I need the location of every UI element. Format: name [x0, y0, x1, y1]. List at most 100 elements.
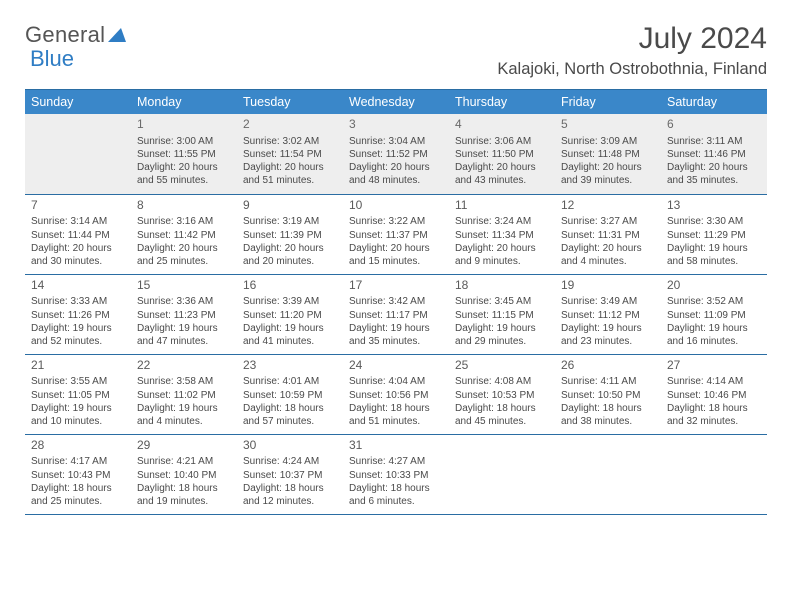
calendar-cell: 28Sunrise: 4:17 AMSunset: 10:43 PMDaylig…	[25, 434, 131, 514]
day-line: Daylight: 19 hours	[243, 322, 337, 335]
day-line: Sunrise: 3:14 AM	[31, 215, 125, 228]
day-line: Sunrise: 4:17 AM	[31, 455, 125, 468]
day-line: Daylight: 20 hours	[31, 242, 125, 255]
day-line: and 47 minutes.	[137, 335, 231, 348]
day-number: 24	[349, 358, 443, 374]
calendar-cell: 7Sunrise: 3:14 AMSunset: 11:44 PMDayligh…	[25, 194, 131, 274]
day-line: Daylight: 18 hours	[667, 402, 761, 415]
day-line: and 19 minutes.	[137, 495, 231, 508]
day-line: Sunrise: 3:58 AM	[137, 375, 231, 388]
day-line: Sunset: 11:44 PM	[31, 229, 125, 242]
day-line: Sunset: 11:50 PM	[455, 148, 549, 161]
day-detail: Sunrise: 3:19 AMSunset: 11:39 PMDaylight…	[243, 215, 337, 268]
day-line: Daylight: 20 hours	[137, 161, 231, 174]
day-detail: Sunrise: 4:24 AMSunset: 10:37 PMDaylight…	[243, 455, 337, 508]
day-line: Daylight: 20 hours	[349, 242, 443, 255]
calendar-cell: 14Sunrise: 3:33 AMSunset: 11:26 PMDaylig…	[25, 274, 131, 354]
day-number: 3	[349, 117, 443, 133]
day-detail: Sunrise: 4:14 AMSunset: 10:46 PMDaylight…	[667, 375, 761, 428]
day-line: Sunrise: 3:39 AM	[243, 295, 337, 308]
day-line: Sunset: 11:23 PM	[137, 309, 231, 322]
day-line: and 41 minutes.	[243, 335, 337, 348]
day-line: Daylight: 18 hours	[349, 482, 443, 495]
day-line: and 35 minutes.	[667, 174, 761, 187]
day-line: Sunrise: 3:27 AM	[561, 215, 655, 228]
logo-word1: General	[25, 22, 105, 48]
calendar-table: Sunday Monday Tuesday Wednesday Thursday…	[25, 89, 767, 515]
day-detail: Sunrise: 3:14 AMSunset: 11:44 PMDaylight…	[31, 215, 125, 268]
calendar-cell: 8Sunrise: 3:16 AMSunset: 11:42 PMDayligh…	[131, 194, 237, 274]
calendar-cell: 25Sunrise: 4:08 AMSunset: 10:53 PMDaylig…	[449, 354, 555, 434]
page-header: General July 2024 Kalajoki, North Ostrob…	[25, 22, 767, 79]
day-line: and 25 minutes.	[137, 255, 231, 268]
logo-triangle-icon	[108, 22, 126, 48]
day-line: and 6 minutes.	[349, 495, 443, 508]
day-detail: Sunrise: 3:27 AMSunset: 11:31 PMDaylight…	[561, 215, 655, 268]
day-line: Sunset: 11:05 PM	[31, 389, 125, 402]
calendar-cell: 23Sunrise: 4:01 AMSunset: 10:59 PMDaylig…	[237, 354, 343, 434]
day-line: Sunrise: 3:11 AM	[667, 135, 761, 148]
day-line: Sunset: 11:34 PM	[455, 229, 549, 242]
day-line: Sunset: 11:48 PM	[561, 148, 655, 161]
calendar-cell: 11Sunrise: 3:24 AMSunset: 11:34 PMDaylig…	[449, 194, 555, 274]
calendar-cell: 13Sunrise: 3:30 AMSunset: 11:29 PMDaylig…	[661, 194, 767, 274]
day-line: Sunset: 11:39 PM	[243, 229, 337, 242]
day-number: 16	[243, 278, 337, 294]
day-detail: Sunrise: 4:17 AMSunset: 10:43 PMDaylight…	[31, 455, 125, 508]
day-detail: Sunrise: 4:27 AMSunset: 10:33 PMDaylight…	[349, 455, 443, 508]
day-line: Sunset: 11:37 PM	[349, 229, 443, 242]
day-number: 13	[667, 198, 761, 214]
day-line: Sunset: 11:55 PM	[137, 148, 231, 161]
calendar-cell	[555, 434, 661, 514]
day-number: 15	[137, 278, 231, 294]
calendar-cell: 15Sunrise: 3:36 AMSunset: 11:23 PMDaylig…	[131, 274, 237, 354]
day-line: Sunrise: 4:01 AM	[243, 375, 337, 388]
calendar-row: 21Sunrise: 3:55 AMSunset: 11:05 PMDaylig…	[25, 354, 767, 434]
day-number: 11	[455, 198, 549, 214]
day-number: 23	[243, 358, 337, 374]
day-number: 4	[455, 117, 549, 133]
day-line: and 30 minutes.	[31, 255, 125, 268]
day-line: Sunset: 10:56 PM	[349, 389, 443, 402]
weekday-header: Wednesday	[343, 90, 449, 115]
day-line: Sunrise: 4:27 AM	[349, 455, 443, 468]
day-detail: Sunrise: 3:52 AMSunset: 11:09 PMDaylight…	[667, 295, 761, 348]
day-line: and 48 minutes.	[349, 174, 443, 187]
day-line: Sunrise: 3:49 AM	[561, 295, 655, 308]
day-line: Sunset: 10:50 PM	[561, 389, 655, 402]
title-block: July 2024 Kalajoki, North Ostrobothnia, …	[497, 22, 767, 79]
weekday-header: Saturday	[661, 90, 767, 115]
day-line: Sunrise: 4:14 AM	[667, 375, 761, 388]
calendar-row: 7Sunrise: 3:14 AMSunset: 11:44 PMDayligh…	[25, 194, 767, 274]
day-line: Sunset: 11:15 PM	[455, 309, 549, 322]
day-detail: Sunrise: 3:45 AMSunset: 11:15 PMDaylight…	[455, 295, 549, 348]
calendar-cell: 30Sunrise: 4:24 AMSunset: 10:37 PMDaylig…	[237, 434, 343, 514]
calendar-cell: 22Sunrise: 3:58 AMSunset: 11:02 PMDaylig…	[131, 354, 237, 434]
day-line: Sunset: 10:33 PM	[349, 469, 443, 482]
day-line: and 15 minutes.	[349, 255, 443, 268]
day-detail: Sunrise: 3:33 AMSunset: 11:26 PMDaylight…	[31, 295, 125, 348]
day-line: Sunset: 11:29 PM	[667, 229, 761, 242]
day-line: Sunset: 10:53 PM	[455, 389, 549, 402]
day-line: and 51 minutes.	[243, 174, 337, 187]
day-line: Sunrise: 3:36 AM	[137, 295, 231, 308]
day-line: Sunset: 11:31 PM	[561, 229, 655, 242]
day-line: Daylight: 19 hours	[667, 322, 761, 335]
calendar-cell: 6Sunrise: 3:11 AMSunset: 11:46 PMDayligh…	[661, 114, 767, 194]
location: Kalajoki, North Ostrobothnia, Finland	[497, 60, 767, 79]
day-line: Sunset: 10:59 PM	[243, 389, 337, 402]
day-line: Sunset: 11:42 PM	[137, 229, 231, 242]
day-detail: Sunrise: 3:39 AMSunset: 11:20 PMDaylight…	[243, 295, 337, 348]
day-line: Sunset: 11:20 PM	[243, 309, 337, 322]
day-line: and 20 minutes.	[243, 255, 337, 268]
calendar-cell: 18Sunrise: 3:45 AMSunset: 11:15 PMDaylig…	[449, 274, 555, 354]
day-detail: Sunrise: 3:55 AMSunset: 11:05 PMDaylight…	[31, 375, 125, 428]
calendar-cell	[25, 114, 131, 194]
day-line: Daylight: 19 hours	[31, 322, 125, 335]
day-line: Daylight: 20 hours	[137, 242, 231, 255]
day-line: Daylight: 20 hours	[243, 242, 337, 255]
day-line: and 57 minutes.	[243, 415, 337, 428]
day-number: 6	[667, 117, 761, 133]
day-line: Daylight: 18 hours	[349, 402, 443, 415]
calendar-row: 28Sunrise: 4:17 AMSunset: 10:43 PMDaylig…	[25, 434, 767, 514]
